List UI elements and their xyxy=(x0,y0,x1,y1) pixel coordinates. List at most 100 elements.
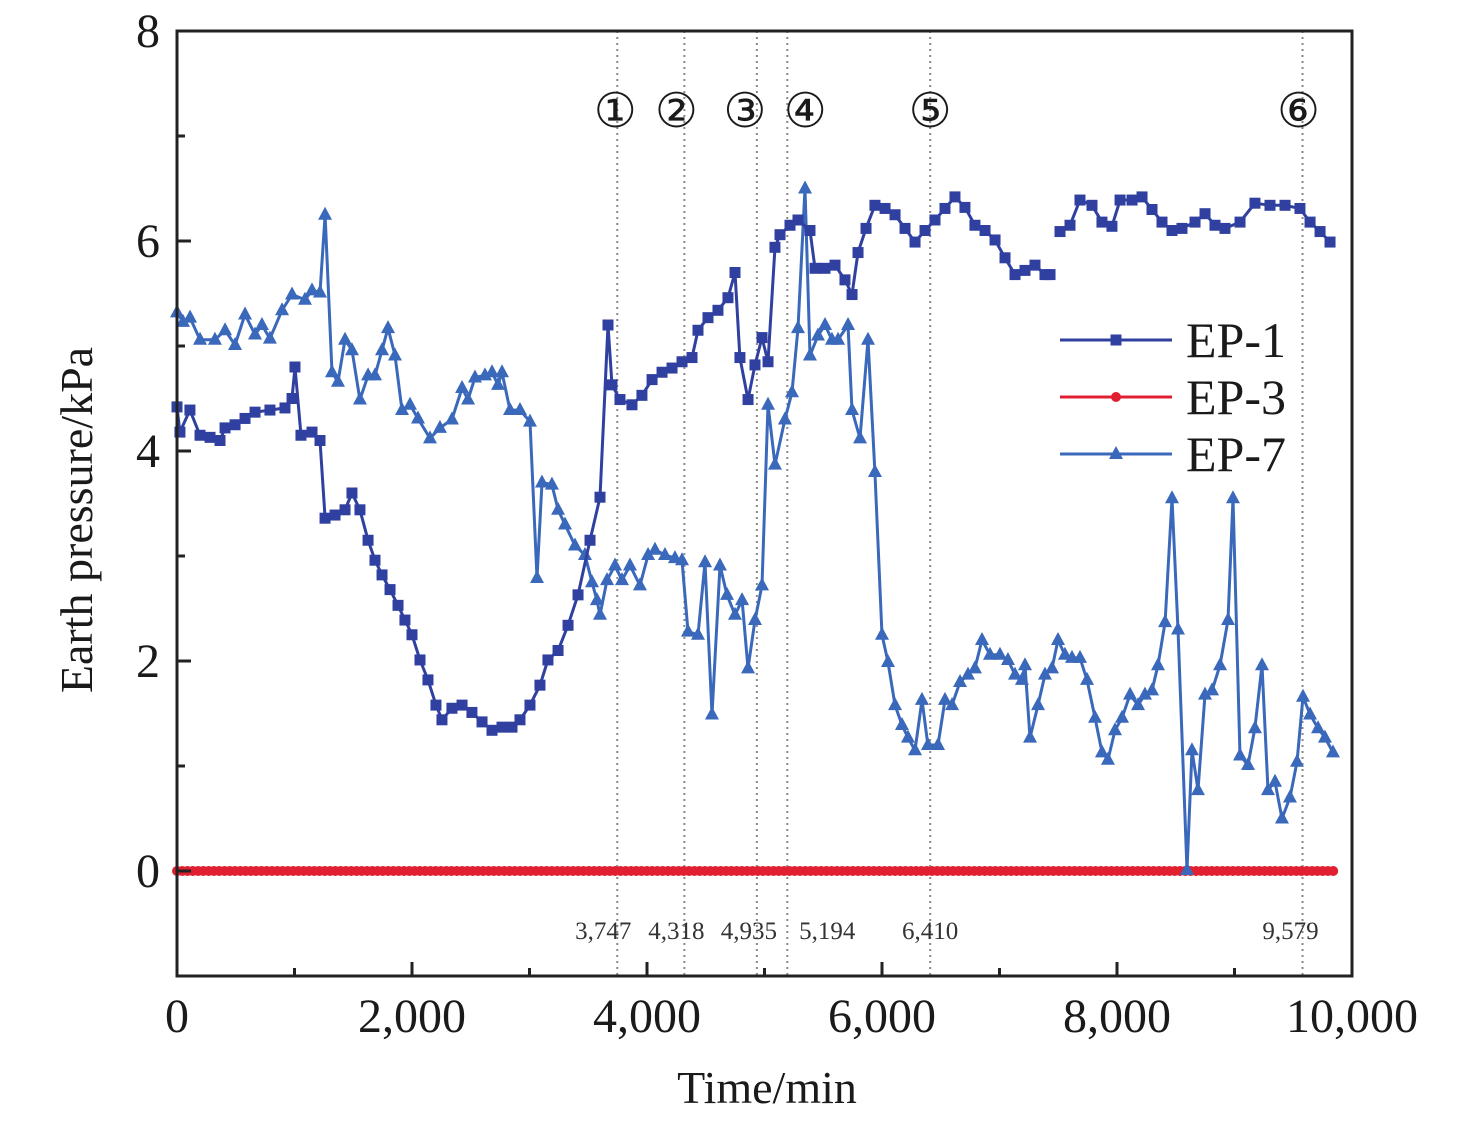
data-point-ep-7 xyxy=(1317,729,1332,743)
data-point-ep-1 xyxy=(446,702,458,714)
annotation-circled-number: ④ xyxy=(784,85,827,138)
data-point-ep-1 xyxy=(1166,225,1178,236)
annotation-labels: ① 3,747 ② 4,318 ③ 4,935 ④ 5,194 ⑤ 6,410 ⑥ 9,579 xyxy=(575,85,1320,945)
legend-marker-ep-3 xyxy=(1111,392,1121,402)
data-point-ep-1 xyxy=(939,202,951,214)
annotation-circled-number: ③ xyxy=(723,85,766,138)
data-point-ep-1 xyxy=(919,225,931,236)
data-point-ep-7 xyxy=(894,717,909,731)
series-layer xyxy=(170,180,1340,876)
data-point-ep-1 xyxy=(1086,199,1098,211)
data-point-ep-7 xyxy=(741,660,756,674)
data-point-ep-7 xyxy=(567,537,582,551)
data-point-ep-1 xyxy=(1219,222,1231,234)
data-point-ep-1 xyxy=(1044,269,1056,281)
data-point-ep-7 xyxy=(641,546,656,560)
data-point-ep-1 xyxy=(1314,226,1326,238)
data-point-ep-1 xyxy=(676,356,688,368)
data-point-ep-7 xyxy=(614,572,629,586)
x-tick-label: 6,000 xyxy=(828,990,936,1043)
data-point-ep-7 xyxy=(410,410,425,424)
data-point-ep-7 xyxy=(485,364,500,378)
data-point-ep-1 xyxy=(369,554,381,566)
data-point-ep-7 xyxy=(1325,744,1340,758)
data-point-ep-1 xyxy=(346,487,358,499)
data-point-ep-7 xyxy=(403,396,418,410)
data-point-ep-1 xyxy=(314,435,326,446)
x-tick-label: 8,000 xyxy=(1063,990,1171,1043)
data-point-ep-7 xyxy=(1008,666,1023,680)
data-point-ep-7 xyxy=(900,729,915,743)
data-point-ep-7 xyxy=(767,456,782,470)
data-point-ep-1 xyxy=(239,412,251,424)
data-point-ep-7 xyxy=(761,396,776,410)
data-point-ep-1 xyxy=(602,319,614,331)
data-point-ep-7 xyxy=(728,606,743,620)
data-point-ep-7 xyxy=(681,623,696,637)
data-point-ep-7 xyxy=(747,612,762,626)
data-point-ep-1 xyxy=(1176,222,1188,234)
data-point-ep-1 xyxy=(295,429,307,441)
data-point-ep-1 xyxy=(486,724,498,736)
data-point-ep-7 xyxy=(1205,682,1220,696)
data-point-ep-7 xyxy=(285,286,300,300)
data-point-ep-7 xyxy=(1088,709,1103,723)
data-point-ep-7 xyxy=(982,646,997,660)
data-point-ep-1 xyxy=(792,214,804,226)
data-point-ep-7 xyxy=(344,342,359,356)
data-point-ep-7 xyxy=(1164,490,1179,504)
data-point-ep-1 xyxy=(869,199,881,211)
data-point-ep-1 xyxy=(819,262,831,274)
data-point-ep-1 xyxy=(399,614,411,626)
data-point-ep-7 xyxy=(1100,751,1115,765)
data-point-ep-1 xyxy=(406,629,418,641)
data-point-ep-7 xyxy=(690,626,705,640)
data-point-ep-1 xyxy=(666,362,678,374)
data-point-ep-1 xyxy=(542,654,554,666)
data-point-ep-1 xyxy=(1199,208,1211,220)
data-point-ep-7 xyxy=(1051,632,1066,645)
data-point-ep-7 xyxy=(1014,671,1029,685)
data-point-ep-7 xyxy=(395,402,410,416)
data-point-ep-1 xyxy=(1126,194,1138,206)
data-point-ep-7 xyxy=(1225,490,1240,504)
data-point-ep-7 xyxy=(193,331,208,345)
annotation-circled-number: ① xyxy=(594,85,637,138)
data-point-ep-1 xyxy=(1064,219,1076,231)
data-point-ep-7 xyxy=(324,364,339,378)
data-point-ep-7 xyxy=(238,306,253,320)
y-axis-title: Earth pressure/kPa xyxy=(51,347,102,693)
data-point-ep-7 xyxy=(1123,686,1138,700)
annotation-value-label: 9,579 xyxy=(1262,918,1318,945)
x-tick-label: 0 xyxy=(165,990,189,1043)
data-point-ep-7 xyxy=(1311,720,1326,734)
data-point-ep-1 xyxy=(804,225,816,236)
data-point-ep-1 xyxy=(729,267,741,278)
data-point-ep-1 xyxy=(572,589,584,601)
legend-label-ep-1: EP-1 xyxy=(1186,312,1286,368)
data-point-ep-7 xyxy=(845,402,860,416)
data-point-ep-7 xyxy=(375,342,390,356)
data-point-ep-1 xyxy=(846,289,858,301)
data-point-ep-7 xyxy=(207,331,222,345)
data-point-ep-1 xyxy=(909,236,921,248)
y-tick-label: 0 xyxy=(136,845,160,898)
data-point-ep-7 xyxy=(818,317,833,330)
data-point-ep-7 xyxy=(557,516,572,530)
data-point-ep-1 xyxy=(999,252,1011,264)
data-point-ep-1 xyxy=(899,222,911,234)
data-point-ep-7 xyxy=(444,411,459,425)
data-point-ep-1 xyxy=(384,584,396,596)
data-point-ep-1 xyxy=(1249,197,1261,209)
data-point-ep-1 xyxy=(989,234,1001,246)
data-point-ep-7 xyxy=(175,313,190,327)
data-point-ep-1 xyxy=(339,504,351,516)
data-point-ep-1 xyxy=(1136,191,1148,203)
x-tick-label: 2,000 xyxy=(358,990,466,1043)
data-point-ep-7 xyxy=(502,402,517,416)
data-point-ep-1 xyxy=(774,229,786,241)
data-point-ep-7 xyxy=(534,474,549,488)
data-point-ep-7 xyxy=(1260,782,1275,796)
data-point-ep-1 xyxy=(214,435,226,446)
